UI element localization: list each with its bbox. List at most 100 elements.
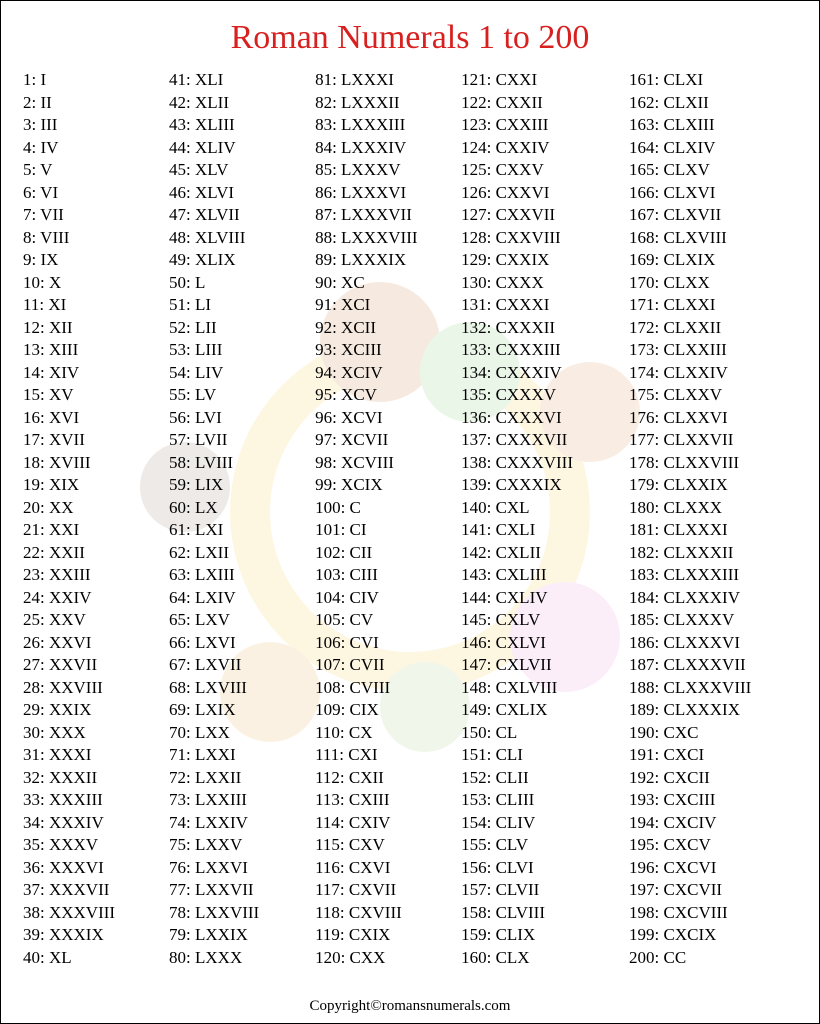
numeral-entry: 102: CII [315, 542, 461, 565]
numeral-entry: 29: XXIX [23, 699, 169, 722]
numeral-entry: 2: II [23, 92, 169, 115]
numeral-entry: 33: XXXIII [23, 789, 169, 812]
numeral-entry: 78: LXXVIII [169, 902, 315, 925]
numeral-entry: 90: XC [315, 272, 461, 295]
numeral-entry: 183: CLXXXIII [629, 564, 797, 587]
numeral-entry: 168: CLXVIII [629, 227, 797, 250]
numeral-entry: 62: LXII [169, 542, 315, 565]
numeral-entry: 154: CLIV [461, 812, 629, 835]
numeral-entry: 49: XLIX [169, 249, 315, 272]
numeral-entry: 99: XCIX [315, 474, 461, 497]
numeral-entry: 124: CXXIV [461, 137, 629, 160]
numeral-entry: 118: CXVIII [315, 902, 461, 925]
numeral-entry: 68: LXVIII [169, 677, 315, 700]
numeral-entry: 122: CXXII [461, 92, 629, 115]
numeral-entry: 131: CXXXI [461, 294, 629, 317]
numeral-entry: 167: CLXVII [629, 204, 797, 227]
numeral-entry: 164: CLXIV [629, 137, 797, 160]
numeral-entry: 4: IV [23, 137, 169, 160]
numeral-entry: 138: CXXXVIII [461, 452, 629, 475]
numeral-entry: 43: XLIII [169, 114, 315, 137]
numeral-entry: 86: LXXXVI [315, 182, 461, 205]
numeral-entry: 58: LVIII [169, 452, 315, 475]
numeral-entry: 67: LXVII [169, 654, 315, 677]
numeral-entry: 28: XXVIII [23, 677, 169, 700]
numeral-entry: 21: XXI [23, 519, 169, 542]
numeral-entry: 142: CXLII [461, 542, 629, 565]
numeral-entry: 3: III [23, 114, 169, 137]
numeral-entry: 127: CXXVII [461, 204, 629, 227]
numeral-entry: 192: CXCII [629, 767, 797, 790]
numeral-entry: 7: VII [23, 204, 169, 227]
numeral-entry: 15: XV [23, 384, 169, 407]
numeral-entry: 134: CXXXIV [461, 362, 629, 385]
numeral-entry: 197: CXCVII [629, 879, 797, 902]
numeral-entry: 175: CLXXV [629, 384, 797, 407]
numeral-entry: 169: CLXIX [629, 249, 797, 272]
numeral-entry: 149: CXLIX [461, 699, 629, 722]
numeral-entry: 91: XCI [315, 294, 461, 317]
numeral-entry: 44: XLIV [169, 137, 315, 160]
page-title: Roman Numerals 1 to 200 [1, 1, 819, 69]
numeral-entry: 80: LXXX [169, 947, 315, 970]
numeral-entry: 165: CLXV [629, 159, 797, 182]
numeral-entry: 188: CLXXXVIII [629, 677, 797, 700]
numeral-entry: 123: CXXIII [461, 114, 629, 137]
numeral-entry: 94: XCIV [315, 362, 461, 385]
numeral-entry: 53: LIII [169, 339, 315, 362]
numeral-entry: 181: CLXXXI [629, 519, 797, 542]
numeral-entry: 92: XCII [315, 317, 461, 340]
numeral-entry: 40: XL [23, 947, 169, 970]
numeral-entry: 158: CLVIII [461, 902, 629, 925]
numeral-entry: 96: XCVI [315, 407, 461, 430]
numeral-entry: 129: CXXIX [461, 249, 629, 272]
copyright-footer: Copyright©romansnumerals.com [1, 998, 819, 1015]
numeral-entry: 190: CXC [629, 722, 797, 745]
numeral-entry: 151: CLI [461, 744, 629, 767]
numeral-entry: 1: I [23, 69, 169, 92]
numeral-entry: 193: CXCIII [629, 789, 797, 812]
numeral-entry: 187: CLXXXVII [629, 654, 797, 677]
numeral-entry: 139: CXXXIX [461, 474, 629, 497]
numeral-entry: 114: CXIV [315, 812, 461, 835]
numeral-entry: 73: LXXIII [169, 789, 315, 812]
numeral-entry: 156: CLVI [461, 857, 629, 880]
numeral-entry: 179: CLXXIX [629, 474, 797, 497]
numeral-entry: 64: LXIV [169, 587, 315, 610]
column-5: 161: CLXI162: CLXII163: CLXIII164: CLXIV… [629, 69, 797, 969]
numeral-entry: 76: LXXVI [169, 857, 315, 880]
numeral-entry: 125: CXXV [461, 159, 629, 182]
column-1: 1: I2: II3: III4: IV5: V6: VI7: VII8: VI… [23, 69, 169, 969]
numeral-entry: 113: CXIII [315, 789, 461, 812]
numeral-entry: 61: LXI [169, 519, 315, 542]
numeral-entry: 23: XXIII [23, 564, 169, 587]
numeral-entry: 144: CXLIV [461, 587, 629, 610]
numeral-entry: 172: CLXXII [629, 317, 797, 340]
numeral-entry: 75: LXXV [169, 834, 315, 857]
numeral-entry: 135: CXXXV [461, 384, 629, 407]
numeral-entry: 191: CXCI [629, 744, 797, 767]
numeral-entry: 130: CXXX [461, 272, 629, 295]
numeral-entry: 186: CLXXXVI [629, 632, 797, 655]
numeral-entry: 39: XXXIX [23, 924, 169, 947]
numeral-entry: 52: LII [169, 317, 315, 340]
numeral-entry: 173: CLXXIII [629, 339, 797, 362]
numeral-entry: 128: CXXVIII [461, 227, 629, 250]
numeral-entry: 22: XXII [23, 542, 169, 565]
numeral-entry: 174: CLXXIV [629, 362, 797, 385]
numeral-entry: 36: XXXVI [23, 857, 169, 880]
numeral-entry: 112: CXII [315, 767, 461, 790]
numeral-entry: 200: CC [629, 947, 797, 970]
numeral-entry: 14: XIV [23, 362, 169, 385]
numeral-entry: 65: LXV [169, 609, 315, 632]
numeral-entry: 176: CLXXVI [629, 407, 797, 430]
numeral-entry: 178: CLXXVIII [629, 452, 797, 475]
numeral-entry: 147: CXLVII [461, 654, 629, 677]
numeral-entry: 16: XVI [23, 407, 169, 430]
numeral-entry: 18: XVIII [23, 452, 169, 475]
numeral-entry: 10: X [23, 272, 169, 295]
numeral-entry: 121: CXXI [461, 69, 629, 92]
numeral-entry: 152: CLII [461, 767, 629, 790]
numeral-entry: 84: LXXXIV [315, 137, 461, 160]
numeral-entry: 146: CXLVI [461, 632, 629, 655]
